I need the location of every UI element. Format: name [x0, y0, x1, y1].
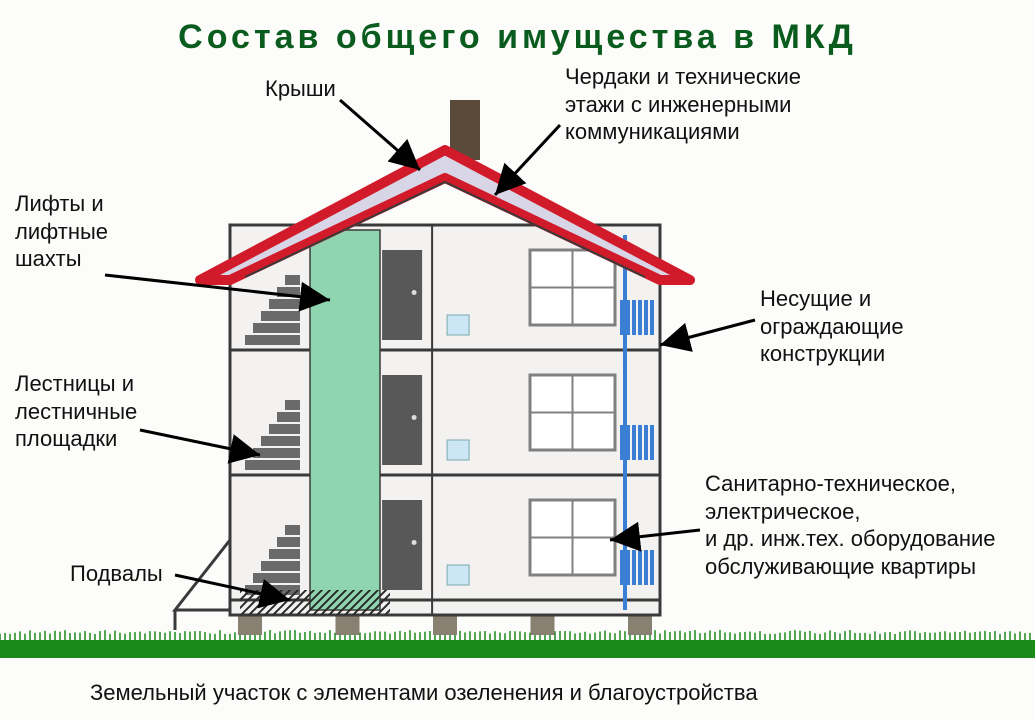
label-roof: Крыши: [265, 75, 336, 103]
diagram-root: { "canvas": { "w": 1035, "h": 719, "back…: [0, 0, 1035, 719]
label-equip: Санитарно-техническое, электрическое, и …: [705, 470, 996, 580]
label-basement: Подвалы: [70, 560, 163, 588]
label-attic: Чердаки и технические этажи с инженерным…: [565, 63, 801, 146]
label-lifts: Лифты и лифтные шахты: [15, 190, 108, 273]
label-stairs: Лестницы и лестничные площадки: [15, 370, 137, 453]
caption-ground: Земельный участок с элементами озеленени…: [90, 680, 758, 706]
label-walls: Несущие и ограждающие конструкции: [760, 285, 904, 368]
